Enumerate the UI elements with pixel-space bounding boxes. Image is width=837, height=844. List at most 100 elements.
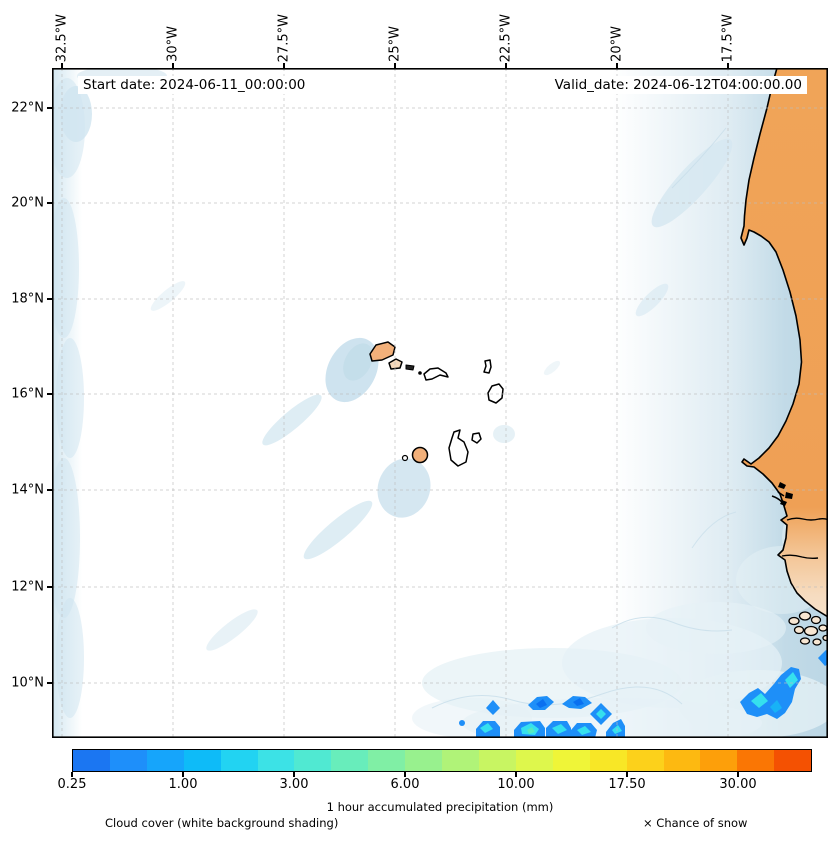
lon-tick-label: 17.5°W bbox=[720, 13, 736, 62]
precip-core bbox=[785, 672, 798, 688]
cloud-contour bbox=[691, 511, 737, 549]
lat-tickmark bbox=[47, 489, 52, 491]
cloud-field bbox=[412, 698, 532, 738]
colorbar-tick-label: 10.00 bbox=[497, 777, 535, 792]
colorbar-tickmark bbox=[737, 772, 739, 777]
precip-core bbox=[527, 727, 535, 734]
lon-tick-label: 25°W bbox=[387, 26, 403, 62]
island-fogo bbox=[411, 446, 429, 464]
lon-tick-label: 32.5°W bbox=[54, 13, 70, 62]
lat-tickmark bbox=[47, 202, 52, 204]
african-coastline bbox=[740, 68, 828, 618]
lat-tickmark bbox=[47, 107, 52, 109]
island-sao-nicolau bbox=[423, 367, 449, 381]
gambia-river bbox=[786, 517, 828, 521]
cloud-blob bbox=[52, 458, 80, 618]
lon-tickmark bbox=[727, 63, 729, 68]
precip-core bbox=[751, 693, 768, 708]
colorbar-tickmark bbox=[515, 772, 517, 777]
colorbar-segment-5 bbox=[257, 750, 295, 771]
colorbar-tickmark bbox=[182, 772, 184, 777]
lat-tick-label: 14°N bbox=[11, 482, 44, 498]
lon-tickmark bbox=[616, 63, 618, 68]
cloud-streak bbox=[651, 138, 733, 228]
cloud-contour bbox=[431, 686, 683, 709]
precip-core bbox=[536, 699, 547, 708]
african-land bbox=[740, 68, 828, 646]
casamance-river bbox=[781, 554, 819, 560]
cloud-plume-fogo bbox=[377, 458, 431, 518]
precip-cell-edge bbox=[818, 650, 828, 666]
colorbar-tick-label: 6.00 bbox=[390, 777, 420, 792]
colorbar-tickmark bbox=[293, 772, 295, 777]
island-santo-antao bbox=[369, 341, 396, 362]
cloud-blob bbox=[52, 198, 79, 338]
saloum-delta bbox=[771, 491, 785, 503]
lon-tickmark bbox=[283, 63, 285, 68]
island-santa-luzia bbox=[405, 364, 415, 371]
island-brava bbox=[401, 454, 409, 462]
colorbar-segment-9 bbox=[405, 750, 443, 771]
colorbar-segment-7 bbox=[331, 750, 369, 771]
colorbar-segment-15 bbox=[626, 750, 664, 771]
precip-core bbox=[552, 724, 567, 734]
colorbar-segment-1 bbox=[109, 750, 147, 771]
cloud-contour bbox=[671, 127, 727, 189]
precip-cell bbox=[486, 700, 500, 715]
lat-tick-label: 10°N bbox=[11, 675, 44, 691]
lat-tick-label: 22°N bbox=[11, 100, 44, 116]
african-land-fill bbox=[741, 68, 828, 617]
colorbar-segment-3 bbox=[183, 750, 221, 771]
colorbar-tickmark bbox=[404, 772, 406, 777]
colorbar-segment-8 bbox=[368, 750, 406, 771]
lat-tickmark bbox=[47, 682, 52, 684]
cloud-blob bbox=[56, 338, 84, 458]
colorbar-segment-18 bbox=[737, 750, 775, 771]
colorbar-segment-11 bbox=[478, 750, 516, 771]
cloud-plume-santo-antao-core bbox=[343, 343, 373, 381]
cloud-streak bbox=[303, 500, 373, 560]
valid-date-annotation: Valid_date: 2024-06-12T04:00:00.00 bbox=[549, 76, 807, 94]
lon-tickmark bbox=[61, 63, 63, 68]
colorbar-tick-label: 17.50 bbox=[608, 777, 646, 792]
lon-tickmark bbox=[394, 63, 396, 68]
colorbar-segment-13 bbox=[552, 750, 590, 771]
lat-tickmark bbox=[47, 393, 52, 395]
colorbar-tick-label: 0.25 bbox=[57, 777, 87, 792]
lat-tick-label: 16°N bbox=[11, 386, 44, 402]
chance-of-snow-legend-note: × Chance of snow bbox=[643, 816, 748, 830]
colorbar-tick-label: 1.00 bbox=[168, 777, 198, 792]
precipitation-colorbar bbox=[72, 749, 812, 772]
colorbar-segment-14 bbox=[589, 750, 627, 771]
lon-tickmark bbox=[505, 63, 507, 68]
lon-tickmark bbox=[172, 63, 174, 68]
colorbar-tickmark bbox=[626, 772, 628, 777]
precip-core bbox=[770, 700, 782, 713]
saloum-islets bbox=[778, 482, 793, 506]
cloud-field bbox=[646, 602, 786, 654]
colorbar-tickmark bbox=[71, 772, 73, 777]
precip-core bbox=[573, 698, 584, 706]
lat-tick-label: 12°N bbox=[11, 579, 44, 595]
cloud-streak bbox=[543, 360, 561, 376]
cloud-contour bbox=[611, 616, 733, 632]
cloud-cover-legend-note: Cloud cover (white background shading) bbox=[105, 816, 339, 830]
precip-core bbox=[480, 723, 493, 733]
cloud-streak bbox=[262, 394, 322, 446]
lat-tick-label: 18°N bbox=[11, 291, 44, 307]
colorbar-tick-label: 30.00 bbox=[719, 777, 757, 792]
precip-core bbox=[577, 726, 591, 735]
colorbar-segment-19 bbox=[774, 750, 812, 771]
colorbar-segment-2 bbox=[146, 750, 184, 771]
colorbar-segment-16 bbox=[663, 750, 701, 771]
map-canvas bbox=[52, 68, 828, 738]
cloud-streak bbox=[150, 281, 186, 311]
precipitation-layer bbox=[459, 650, 828, 738]
colorbar-segment-6 bbox=[294, 750, 332, 771]
lat-tickmark bbox=[47, 298, 52, 300]
lon-tick-label: 22.5°W bbox=[498, 13, 514, 62]
lat-tickmark bbox=[47, 586, 52, 588]
islet-branco bbox=[418, 371, 422, 375]
lon-tick-label: 20°W bbox=[609, 26, 625, 62]
